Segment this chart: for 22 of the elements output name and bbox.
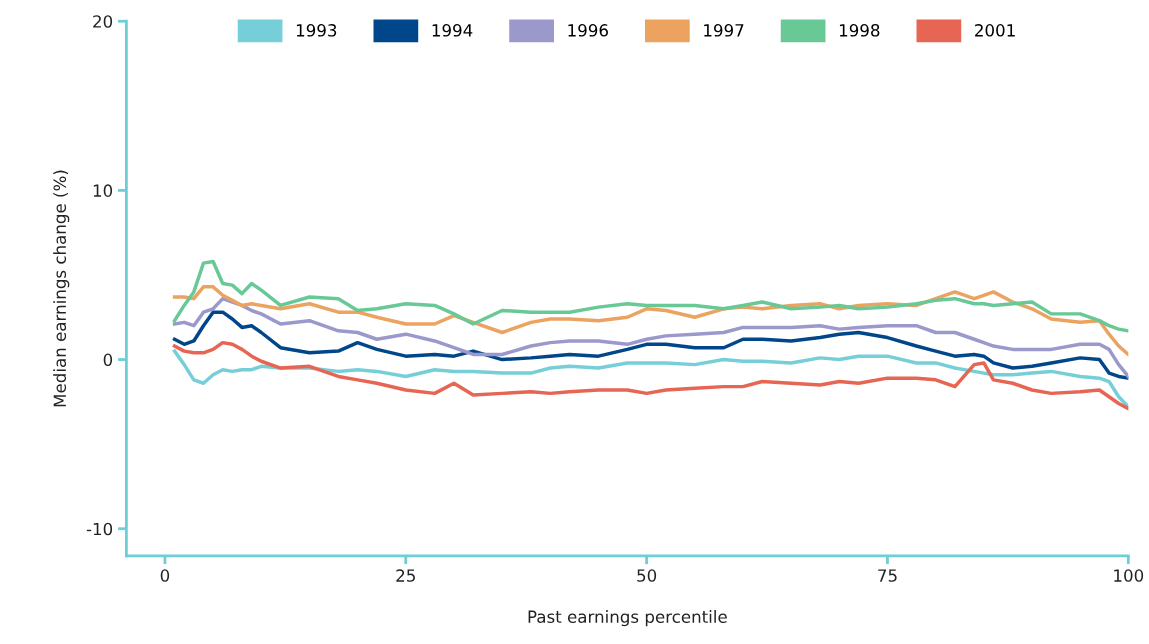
legend-label: 1993	[296, 24, 337, 37]
legend-label: 1994	[432, 24, 473, 37]
legend-label: 2001	[975, 24, 1015, 37]
x-tick-label: 50	[637, 569, 657, 582]
line-series	[172, 259, 1129, 333]
y-axis-title: Median earnings change (%)	[53, 170, 70, 407]
line-series	[172, 349, 1129, 409]
y-tick-label: 0	[103, 353, 113, 367]
y-tick-label: 10	[93, 184, 113, 197]
x-tick-label: 100	[1114, 569, 1144, 582]
legend-label: 1996	[568, 24, 608, 37]
legend-label: 1997	[704, 24, 744, 37]
legend-label: 1998	[839, 24, 880, 37]
line-series	[172, 310, 1129, 380]
line-series	[172, 296, 1129, 379]
line-series	[172, 340, 1129, 411]
y-tick-label: 20	[93, 15, 113, 28]
x-tick-label: 75	[878, 569, 897, 582]
x-tick-label: 0	[160, 569, 170, 582]
x-axis-title: Past earnings percentile	[528, 610, 727, 627]
y-tick-label: -10	[86, 522, 113, 536]
x-tick-label: 25	[396, 569, 415, 582]
